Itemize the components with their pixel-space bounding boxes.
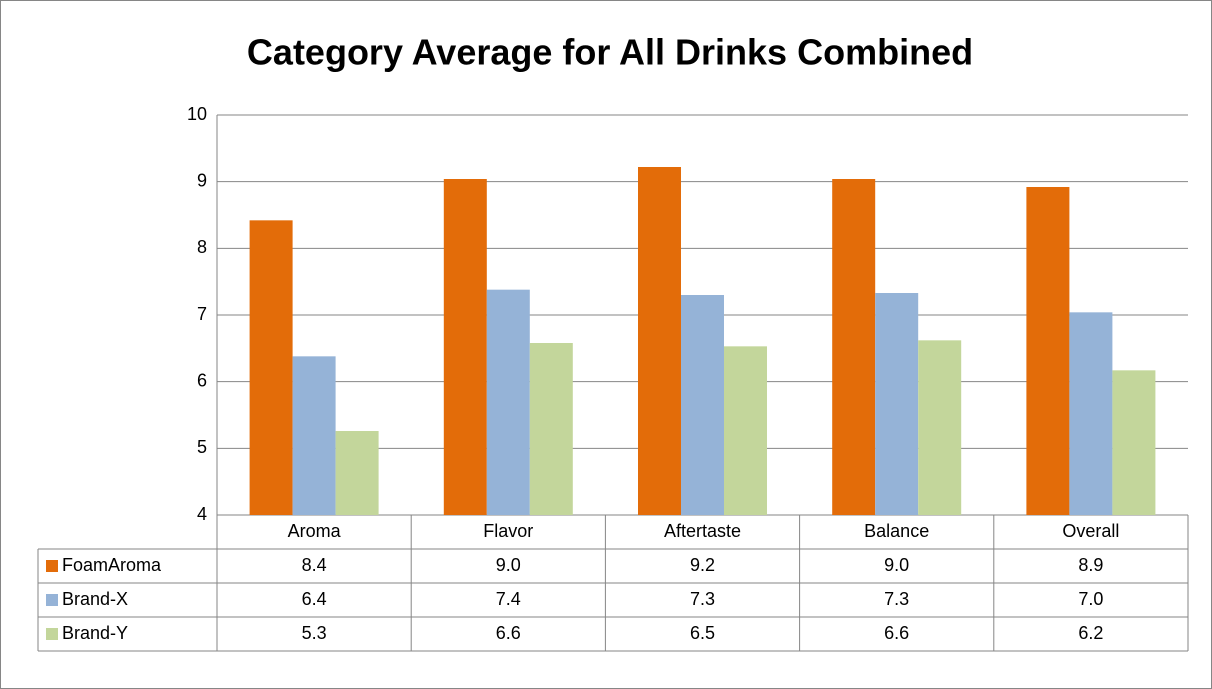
y-tick-label: 8	[197, 237, 207, 257]
bar	[832, 179, 876, 515]
y-tick-label: 6	[197, 370, 207, 390]
table-value: 7.3	[884, 589, 909, 609]
y-tick-label: 5	[197, 437, 207, 457]
x-tick-label: Balance	[864, 521, 929, 541]
bar	[529, 343, 573, 515]
bar	[681, 295, 724, 515]
table-value: 8.9	[1078, 555, 1103, 575]
table-value: 7.3	[690, 589, 715, 609]
bar	[486, 289, 530, 515]
bar	[875, 293, 919, 515]
x-tick-label: Aroma	[288, 521, 342, 541]
table-value: 9.0	[884, 555, 909, 575]
table-value: 8.4	[302, 555, 327, 575]
table-value: 6.6	[496, 623, 521, 643]
bar	[292, 356, 336, 515]
bar	[1112, 370, 1156, 515]
y-tick-label: 4	[197, 504, 207, 524]
table-value: 6.6	[884, 623, 909, 643]
bar	[335, 431, 379, 515]
table-value: 9.2	[690, 555, 715, 575]
bar	[443, 179, 487, 515]
bar	[1069, 312, 1113, 515]
table-value: 7.0	[1078, 589, 1103, 609]
legend-label: FoamAroma	[62, 555, 162, 575]
legend-label: Brand-Y	[62, 623, 128, 643]
table-value: 7.4	[496, 589, 521, 609]
bar	[724, 346, 767, 515]
bar	[249, 220, 293, 516]
bar	[918, 340, 962, 515]
legend-swatch	[46, 628, 58, 640]
bar	[1026, 187, 1070, 515]
table-value: 5.3	[302, 623, 327, 643]
y-tick-label: 9	[197, 170, 207, 190]
x-tick-label: Overall	[1062, 521, 1119, 541]
legend-swatch	[46, 594, 58, 606]
legend-swatch	[46, 560, 58, 572]
x-tick-label: Aftertaste	[664, 521, 741, 541]
x-tick-label: Flavor	[483, 521, 533, 541]
bar	[638, 167, 681, 515]
table-value: 6.5	[690, 623, 715, 643]
y-tick-label: 10	[187, 104, 207, 124]
table-value: 6.2	[1078, 623, 1103, 643]
table-value: 6.4	[302, 589, 327, 609]
y-tick-label: 7	[197, 304, 207, 324]
chart-title: Category Average for All Drinks Combined	[247, 32, 973, 73]
legend-label: Brand-X	[62, 589, 128, 609]
table-value: 9.0	[496, 555, 521, 575]
